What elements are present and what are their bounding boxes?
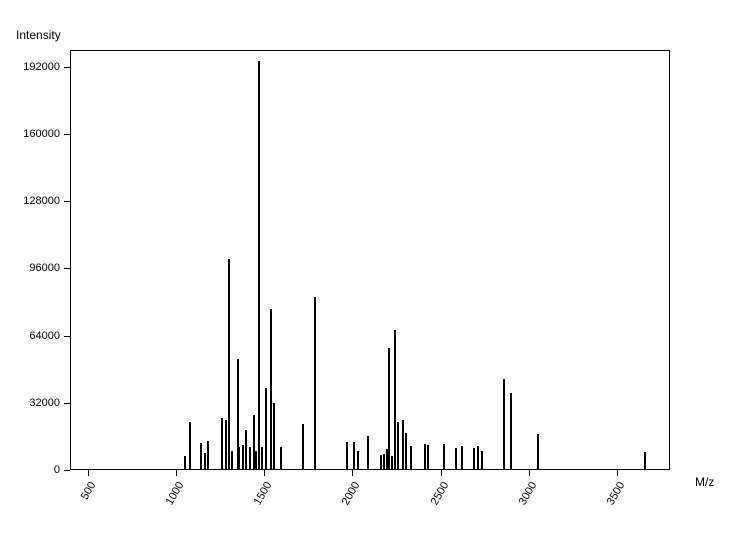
spectrum-peak xyxy=(510,393,512,469)
spectrum-peak xyxy=(461,446,463,469)
spectrum-peak xyxy=(427,445,429,469)
y-tick-label: 160000 xyxy=(0,128,60,140)
x-axis-title: M/z xyxy=(695,475,714,489)
spectrum-peak xyxy=(242,445,244,469)
spectrum-peak xyxy=(388,348,390,469)
spectrum-peak xyxy=(353,442,355,469)
mass-spectrum-chart: Intensity M/z 0 32000 64000 96000 128000 1600… xyxy=(0,0,750,540)
spectrum-peak xyxy=(189,422,191,469)
spectrum-peak xyxy=(258,61,260,470)
spectrum-peak xyxy=(207,441,209,469)
y-tick-label: 192000 xyxy=(0,61,60,73)
x-tick xyxy=(176,470,177,476)
spectrum-peak xyxy=(405,433,407,469)
spectrum-peak xyxy=(273,403,275,469)
spectrum-peak xyxy=(443,444,445,469)
spectrum-peak xyxy=(302,424,304,469)
spectrum-peak xyxy=(503,379,505,469)
y-tick xyxy=(64,67,70,68)
spectrum-peak xyxy=(228,259,230,469)
spectrum-peak xyxy=(481,451,483,469)
x-tick-label: 3500 xyxy=(605,480,628,507)
spectrum-peak xyxy=(394,330,396,469)
y-axis-title: Intensity xyxy=(16,28,61,42)
spectrum-peak xyxy=(346,442,348,469)
spectrum-peak xyxy=(537,434,539,469)
spectrum-peak xyxy=(367,436,369,469)
y-tick xyxy=(64,336,70,337)
y-tick-label: 0 xyxy=(0,464,60,476)
spectrum-peak xyxy=(245,430,247,469)
spectrum-peak xyxy=(357,451,359,469)
spectrum-peak xyxy=(424,444,426,469)
spectrum-peak xyxy=(221,418,223,470)
spectrum-peak xyxy=(238,447,240,469)
y-tick xyxy=(64,403,70,404)
x-tick xyxy=(264,470,265,476)
spectrum-peak xyxy=(314,297,316,469)
spectrum-peak xyxy=(380,455,382,469)
x-tick-label: 1500 xyxy=(252,480,275,507)
x-tick xyxy=(529,470,530,476)
spectrum-peak xyxy=(410,446,412,469)
y-tick xyxy=(64,470,70,471)
spectrum-peak xyxy=(265,388,267,469)
spectrum-peak xyxy=(231,451,233,469)
spectrum-peak xyxy=(455,448,457,469)
y-tick-label: 128000 xyxy=(0,195,60,207)
plot-area xyxy=(70,50,670,470)
y-tick-label: 64000 xyxy=(0,330,60,342)
spectrum-peak xyxy=(184,456,186,469)
y-tick-label: 96000 xyxy=(0,262,60,274)
x-tick-label: 2000 xyxy=(340,480,363,507)
y-tick xyxy=(64,134,70,135)
x-tick-label: 500 xyxy=(78,480,98,502)
spectrum-peak xyxy=(200,443,202,469)
y-tick xyxy=(64,201,70,202)
x-tick xyxy=(617,470,618,476)
spectrum-peak xyxy=(261,447,263,469)
x-tick-label: 3000 xyxy=(517,480,540,507)
y-tick xyxy=(64,268,70,269)
spectrum-peak xyxy=(280,447,282,469)
x-tick xyxy=(352,470,353,476)
x-tick xyxy=(88,470,89,476)
y-tick-label: 32000 xyxy=(0,397,60,409)
spectrum-peak xyxy=(473,448,475,469)
spectrum-peak xyxy=(397,422,399,469)
spectrum-peak xyxy=(477,446,479,469)
spectrum-peak xyxy=(644,452,646,469)
spectrum-peak xyxy=(402,420,404,469)
x-tick xyxy=(441,470,442,476)
x-tick-label: 1000 xyxy=(164,480,187,507)
x-tick-label: 2500 xyxy=(428,480,451,507)
spectrum-peak xyxy=(249,447,251,469)
